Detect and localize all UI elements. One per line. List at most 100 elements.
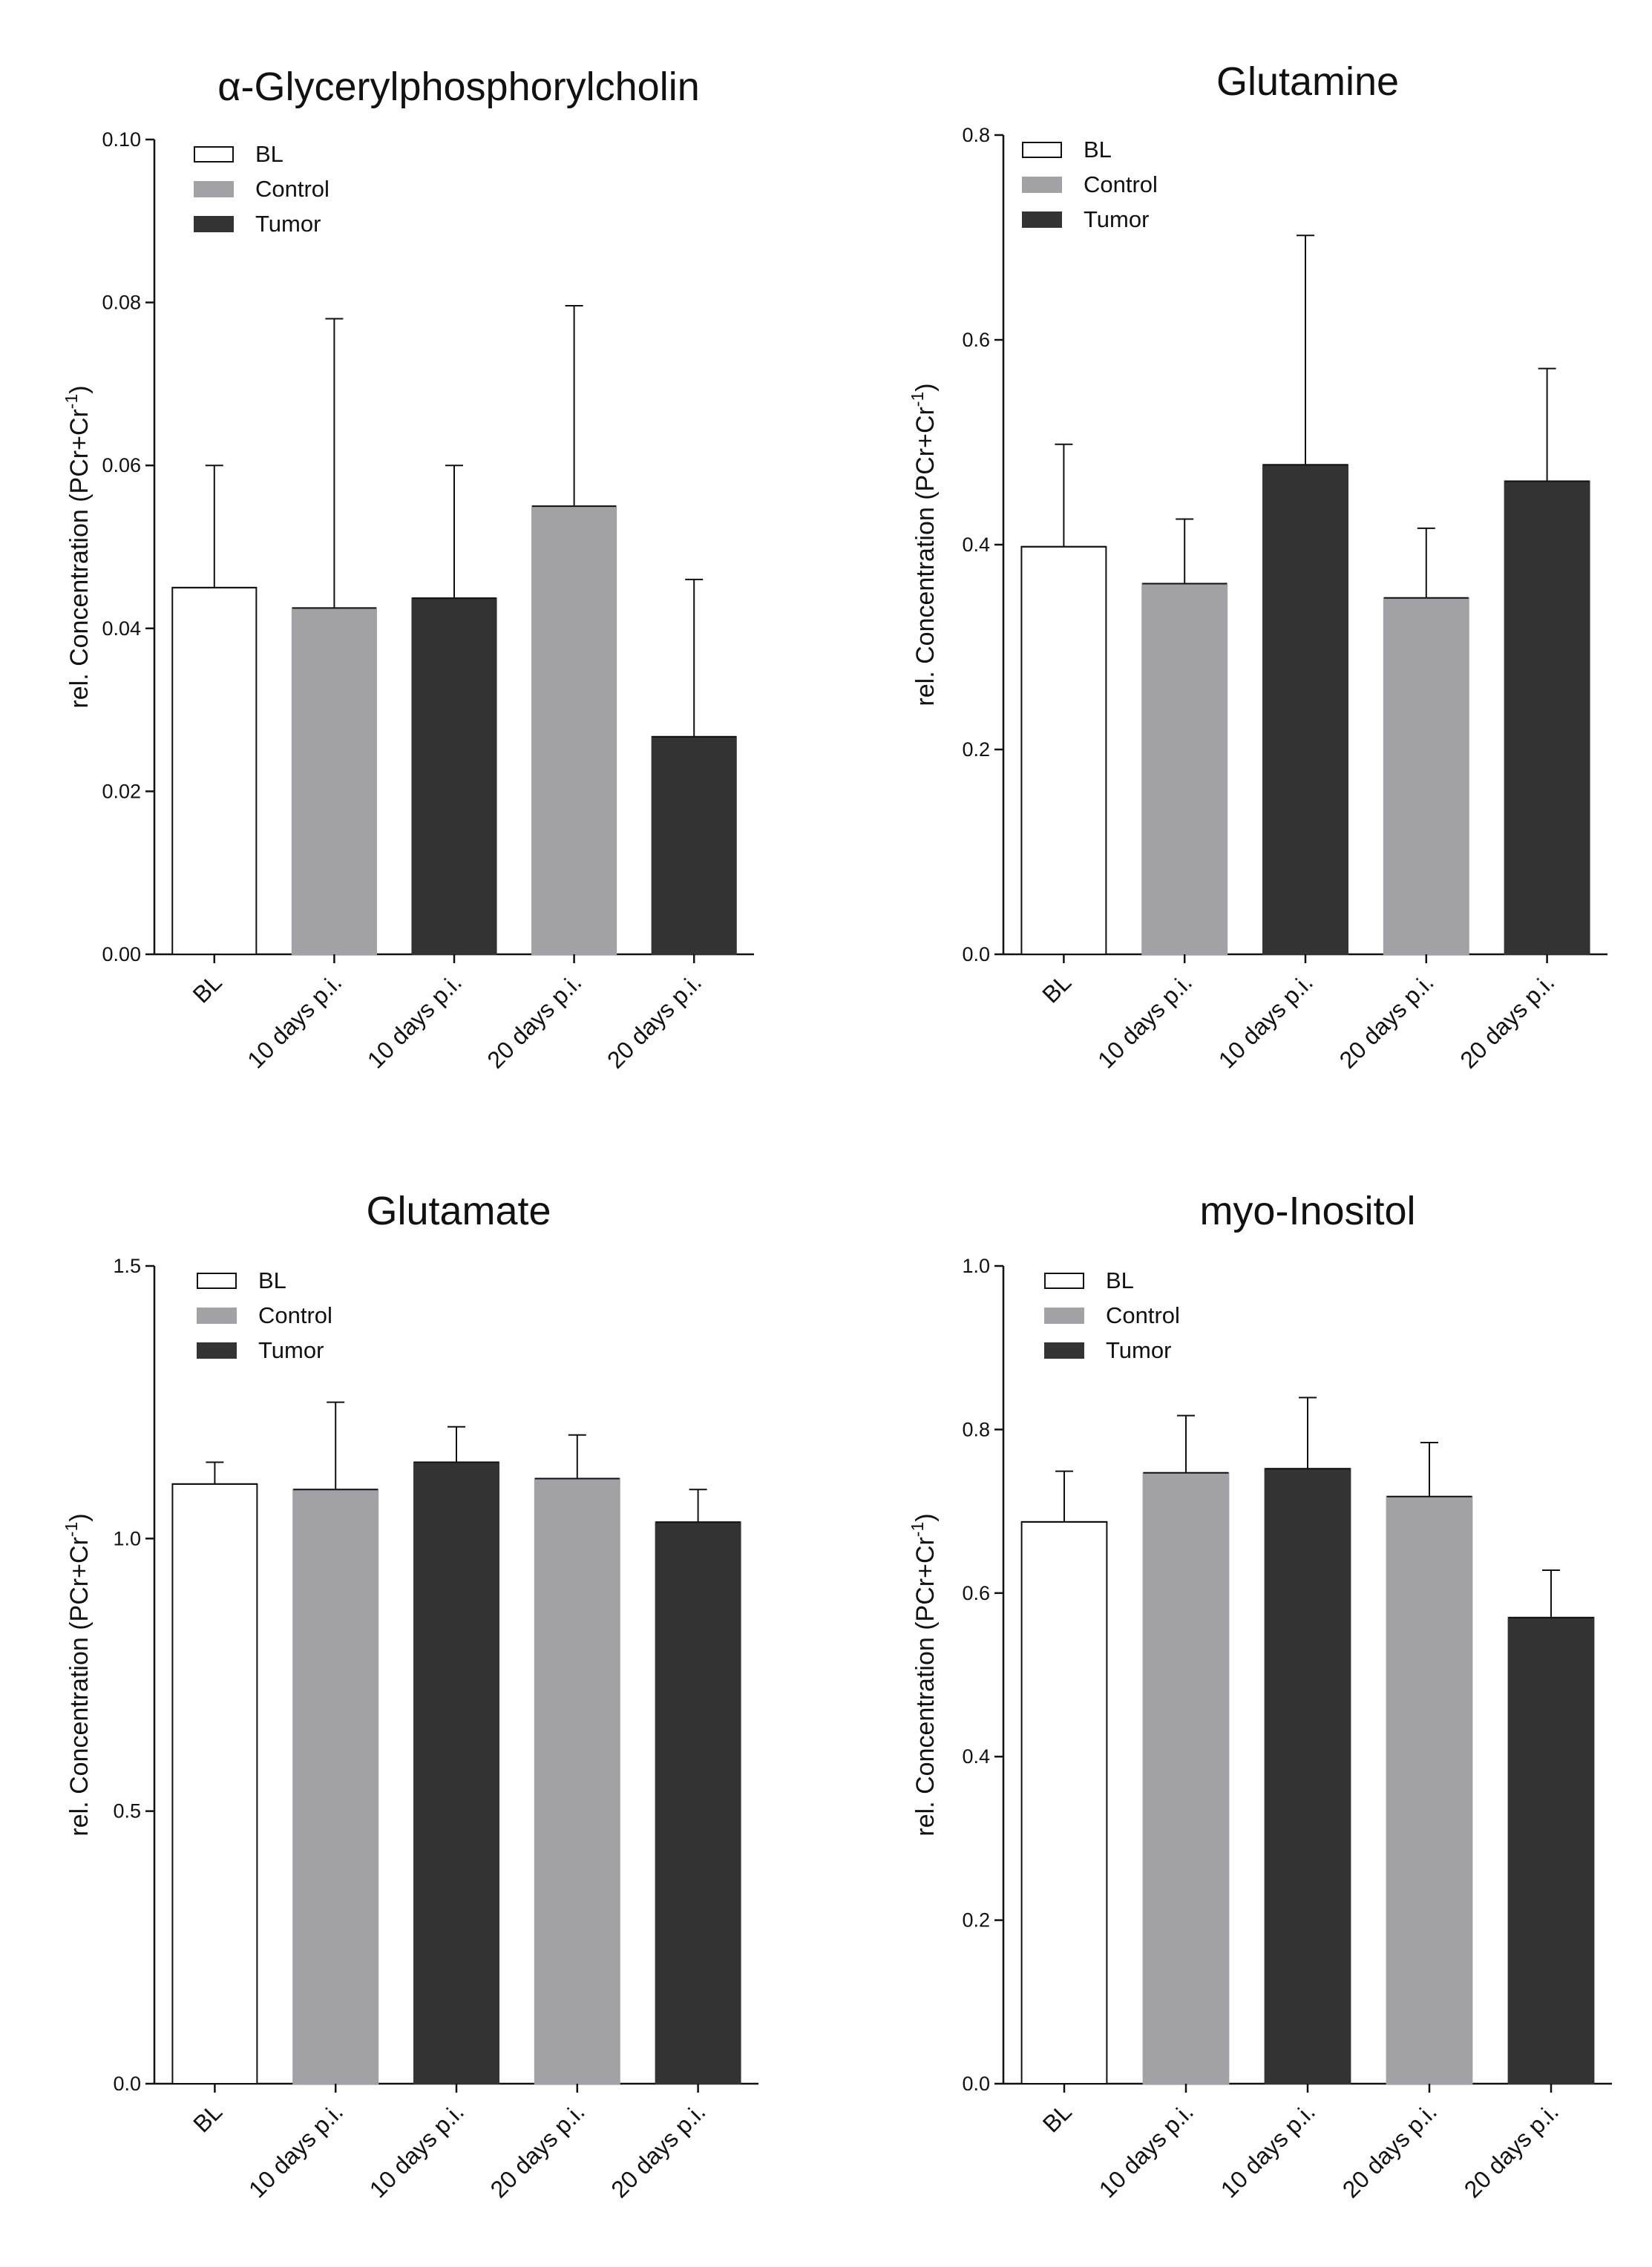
bar-tumor (1262, 464, 1348, 955)
legend-swatch-control (1022, 177, 1062, 193)
legend-swatch-tumor (1022, 211, 1062, 228)
legend-swatch-control (1044, 1308, 1084, 1324)
legend-label-bl: BL (1106, 1267, 1134, 1293)
bar-bl (1020, 1520, 1108, 2084)
y-axis-label-end: ) (911, 383, 940, 391)
legend-swatch-bl (194, 146, 234, 163)
y-tick-label: 0.2 (962, 738, 990, 761)
legend-swatch-bl (1044, 1273, 1084, 1289)
chart-panel-3: Glutamate rel. Concentration (PCr+Cr-1) 0.… (62, 1189, 758, 2203)
bar-tumor (1507, 1616, 1595, 2085)
bar-control (292, 1489, 379, 2085)
y-tick-label: 0.06 (102, 454, 141, 476)
x-tick-label: 10 days p.i. (1094, 2098, 1199, 2202)
x-tick-label: 10 days p.i. (243, 2098, 348, 2202)
y-tick-label: 0.4 (962, 1745, 990, 1768)
chart-title: Glutamine (1216, 59, 1399, 104)
y-axis-label: rel. Concentration (PCr+Cr-1) (908, 383, 940, 706)
x-tick-label: 20 days p.i. (1459, 2098, 1564, 2202)
chart-title: Glutamate (366, 1189, 551, 1233)
y-tick-label: 0.00 (102, 943, 141, 965)
y-tick-label: 0.10 (102, 128, 141, 151)
y-tick-label: 1.0 (962, 1255, 990, 1277)
legend-label-control: Control (1084, 171, 1158, 197)
bar-tumor (1504, 480, 1590, 955)
y-axis-label-superscript: -1 (62, 394, 81, 409)
legend-label-tumor: Tumor (255, 211, 321, 237)
y-axis-label-superscript: -1 (62, 1522, 81, 1537)
chart-panel-1: α-Glycerylphosphorylcholin rel. Concentra… (62, 65, 754, 1074)
bar-tumor (651, 735, 737, 955)
y-tick-label: 0.6 (962, 329, 990, 351)
bar-tumor (655, 1521, 741, 2084)
bar-control (1141, 583, 1228, 955)
legend-swatch-tumor (197, 1342, 237, 1359)
legend-label-control: Control (258, 1302, 332, 1328)
legend-label-tumor: Tumor (258, 1337, 324, 1363)
y-axis-label-main: rel. Concentration (PCr+Cr (65, 409, 94, 708)
legend-label-control: Control (1106, 1302, 1180, 1328)
bar-tumor (1264, 1468, 1351, 2084)
x-tick-label: 10 days p.i. (1092, 968, 1197, 1073)
y-axis-label-superscript: -1 (908, 1522, 927, 1537)
legend-swatch-tumor (1044, 1342, 1084, 1359)
legend-swatch-control (194, 181, 234, 197)
y-tick-label: 0.04 (102, 617, 141, 640)
chart-title: α-Glycerylphosphorylcholin (217, 65, 699, 109)
legend-label-tumor: Tumor (1084, 206, 1149, 232)
y-tick-label: 1.5 (113, 1255, 141, 1277)
y-tick-label: 0.0 (962, 2073, 990, 2095)
x-tick-label: BL (1037, 968, 1076, 1008)
legend-swatch-bl (197, 1273, 237, 1289)
y-tick-label: 0.8 (962, 124, 990, 146)
y-axis-label-main: rel. Concentration (PCr+Cr (65, 1537, 94, 1836)
y-tick-label: 1.0 (113, 1527, 141, 1549)
y-tick-label: 0.6 (962, 1582, 990, 1604)
x-tick-label: 20 days p.i. (482, 968, 586, 1073)
x-tick-label: 20 days p.i. (1334, 968, 1439, 1073)
y-tick-label: 0.4 (962, 534, 990, 556)
x-tick-label: 20 days p.i. (606, 2098, 710, 2202)
bar-bl (171, 1483, 258, 2085)
y-axis-label: rel. Concentration (PCr+Cr-1) (908, 1513, 940, 1836)
x-tick-label: 10 days p.i. (362, 968, 467, 1073)
bar-tumor (413, 1461, 499, 2084)
y-axis-label-end: ) (65, 1513, 94, 1521)
y-tick-label: 0.2 (962, 1909, 990, 1932)
y-tick-label: 0.8 (962, 1418, 990, 1440)
x-tick-label: BL (188, 968, 227, 1008)
legend-label-bl: BL (258, 1267, 286, 1293)
x-tick-label: 10 days p.i. (242, 968, 347, 1073)
y-axis-label-end: ) (911, 1513, 940, 1521)
x-tick-label: BL (188, 2098, 227, 2137)
x-tick-label: 10 days p.i. (1216, 2098, 1320, 2202)
y-tick-label: 0.0 (962, 943, 990, 965)
bar-control (1142, 1472, 1230, 2084)
chart-title: myo-Inositol (1199, 1189, 1415, 1233)
legend-swatch-control (197, 1308, 237, 1324)
y-axis-label-end: ) (65, 385, 94, 393)
bar-control (534, 1477, 620, 2084)
y-axis-label-main: rel. Concentration (PCr+Cr (911, 407, 940, 706)
bar-control (531, 505, 617, 955)
y-tick-label: 0.5 (113, 1800, 141, 1823)
bar-bl (171, 586, 258, 956)
y-axis-label-superscript: -1 (908, 392, 927, 407)
chart-panel-2: Glutamine rel. Concentration (PCr+Cr-1) 0.… (908, 59, 1607, 1074)
legend-label-control: Control (255, 176, 330, 202)
bar-control (1383, 597, 1469, 955)
bar-bl (1020, 545, 1107, 955)
y-axis-label-main: rel. Concentration (PCr+Cr (911, 1537, 940, 1836)
legend-label-tumor: Tumor (1106, 1337, 1171, 1363)
legend-swatch-bl (1022, 142, 1062, 158)
x-tick-label: 20 days p.i. (1337, 2098, 1442, 2202)
y-axis-label: rel. Concentration (PCr+Cr-1) (62, 1513, 94, 1836)
x-tick-label: 10 days p.i. (364, 2098, 469, 2202)
y-axis-label: rel. Concentration (PCr+Cr-1) (62, 385, 94, 708)
x-tick-label: 20 days p.i. (602, 968, 707, 1073)
y-tick-label: 0.02 (102, 780, 141, 802)
bar-tumor (411, 597, 497, 955)
chart-panel-4: myo-Inositol rel. Concentration (PCr+Cr-1… (908, 1189, 1612, 2203)
x-tick-label: BL (1038, 2098, 1077, 2137)
